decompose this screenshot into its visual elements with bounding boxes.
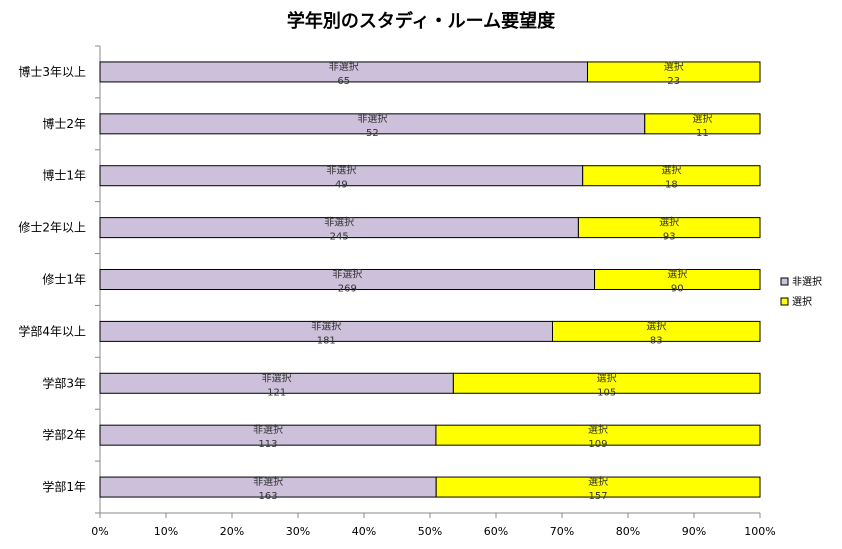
legend-label: 選択 <box>792 295 812 308</box>
category-label: 修士2年以上 <box>18 220 86 235</box>
segment-series-label: 非選択 <box>253 475 283 488</box>
category-label: 学部4年以上 <box>18 323 86 338</box>
segment-value-label: 121 <box>267 387 286 398</box>
category-label: 学部1年 <box>42 479 86 494</box>
x-tick-label: 0% <box>91 525 108 538</box>
legend-swatch <box>780 277 789 286</box>
chart-title: 学年別のスタディ・ルーム要望度 <box>287 10 556 32</box>
segment-series-label: 選択 <box>646 319 666 332</box>
segment-value-label: 105 <box>597 387 616 398</box>
x-tick-label: 70% <box>550 525 574 538</box>
category-label: 博士2年 <box>42 116 86 131</box>
x-tick-label: 40% <box>352 525 376 538</box>
segment-value-label: 83 <box>650 335 663 346</box>
x-tick-label: 60% <box>484 525 508 538</box>
segment-series-label: 選択 <box>667 268 687 281</box>
segment-series-label: 選択 <box>597 371 617 384</box>
plot-area: 0% 10% 20% 30% 40% 50% 60% 70% 80% 90% 100%博士3年以上非… <box>18 45 776 538</box>
segment-series-label: 非選択 <box>326 164 356 177</box>
segment-value-label: 49 <box>335 180 348 191</box>
segment-series-label: 選択 <box>664 60 684 73</box>
segment-value-label: 113 <box>258 439 277 450</box>
bar-segment-selected <box>577 217 761 239</box>
category-label: 博士1年 <box>42 168 86 183</box>
category-label: 学部3年 <box>42 375 86 390</box>
bar-segment-selected <box>552 320 761 342</box>
segment-series-label: 非選択 <box>332 268 362 281</box>
x-tick-label: 20% <box>220 525 244 538</box>
category-label: 博士3年以上 <box>18 64 86 79</box>
segment-value-label: 157 <box>589 491 608 502</box>
x-tick-label: 30% <box>286 525 310 538</box>
bar-segment-selected <box>435 476 761 498</box>
category-label: 学部2年 <box>42 427 86 442</box>
segment-series-label: 選択 <box>659 216 679 229</box>
segment-series-label: 非選択 <box>311 319 341 332</box>
segment-value-label: 65 <box>337 76 350 87</box>
segment-series-label: 非選択 <box>357 112 387 125</box>
x-tick-label: 50% <box>418 525 442 538</box>
legend-label: 非選択 <box>792 275 822 288</box>
x-tick-label: 80% <box>616 525 640 538</box>
segment-value-label: 23 <box>667 76 680 87</box>
segment-series-label: 選択 <box>692 112 712 125</box>
legend-swatch <box>780 297 789 306</box>
segment-value-label: 90 <box>671 284 684 295</box>
x-tick-label: 100% <box>744 525 775 538</box>
segment-series-label: 選択 <box>588 475 608 488</box>
bar-segment-selected <box>644 113 761 135</box>
bar-segment-selected <box>452 372 761 394</box>
segment-series-label: 非選択 <box>329 60 359 73</box>
segment-series-label: 非選択 <box>324 216 354 229</box>
x-tick-label: 90% <box>682 525 706 538</box>
segment-value-label: 52 <box>366 128 379 139</box>
segment-series-label: 選択 <box>661 164 681 177</box>
bar-segment-selected <box>594 269 761 290</box>
segment-series-label: 非選択 <box>262 371 292 384</box>
segment-series-label: 選択 <box>588 423 608 436</box>
bar-segment-selected <box>582 165 761 187</box>
segment-value-label: 11 <box>696 128 709 139</box>
segment-value-label: 181 <box>317 335 336 346</box>
bar-segment-selected <box>435 424 761 446</box>
segment-value-label: 163 <box>259 491 278 502</box>
segment-value-label: 109 <box>588 439 607 450</box>
segment-value-label: 245 <box>330 232 349 243</box>
segment-series-label: 非選択 <box>253 423 283 436</box>
segment-value-label: 93 <box>663 232 676 243</box>
x-tick-label: 10% <box>154 525 178 538</box>
category-label: 修士1年 <box>42 272 86 287</box>
segment-value-label: 269 <box>338 284 357 295</box>
segment-value-label: 18 <box>665 180 678 191</box>
bar-segment-selected <box>587 61 761 83</box>
